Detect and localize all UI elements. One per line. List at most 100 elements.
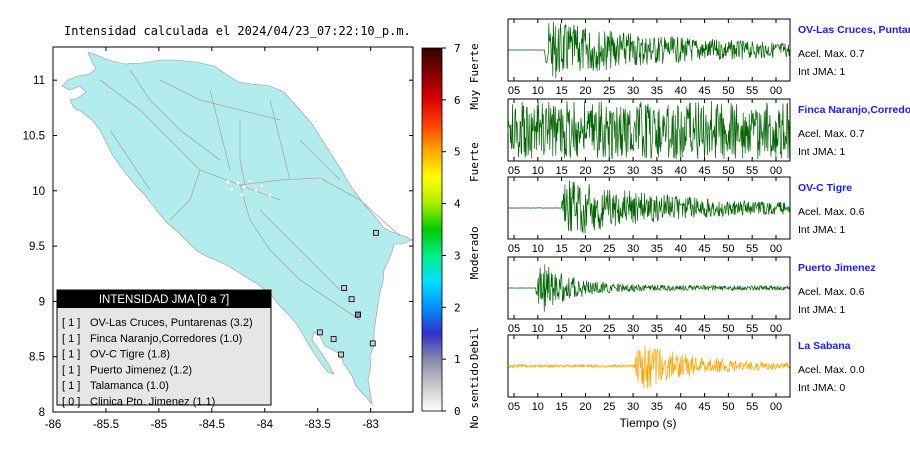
- seismogram-xtick-label: 15: [556, 85, 568, 97]
- seismogram-xtick-label: 35: [651, 165, 663, 177]
- legend-entry-jma: [ 1 ]: [62, 317, 80, 329]
- station-marker: [338, 351, 344, 358]
- seismogram-xtick-label: 45: [698, 243, 710, 255]
- colorbar-tick-label: 2: [454, 301, 461, 314]
- seismogram-xtick-label: 50: [722, 323, 734, 335]
- colorbar-category-label: Moderado: [468, 226, 481, 279]
- legend-entry-jma: [ 0 ]: [62, 396, 80, 408]
- seismogram-xtick-label: 05: [508, 323, 520, 335]
- seismogram-station-name: OV-C Tigre: [798, 182, 852, 194]
- map-ytick-label: 8: [39, 407, 45, 419]
- seismogram-xtick-label: 30: [627, 243, 639, 255]
- seismogram-xtick-label: 50: [722, 243, 734, 255]
- seismogram-xtick-label: 25: [603, 165, 615, 177]
- seismogram-station-name: Puerto Jimenez: [798, 262, 876, 274]
- seismogram-xtick-label: 30: [627, 85, 639, 97]
- colorbar-category-label: Muy Fuerte: [468, 43, 481, 109]
- figure-title: Intensidad calculada el 2024/04/23_07:22…: [64, 24, 411, 38]
- seismogram-xtick-label: 10: [532, 85, 544, 97]
- seismogram-xtick-label: 00: [770, 243, 782, 255]
- station-marker: [369, 340, 376, 347]
- colorbar-tick-label: 5: [454, 146, 461, 159]
- seismogram-xtick-label: 35: [651, 323, 663, 335]
- colorbar-tick-label: 4: [454, 198, 461, 211]
- legend-header: [57, 290, 271, 308]
- seismogram-int-jma: Int JMA: 1: [798, 66, 845, 78]
- colorbar-category-label: No sentido: [468, 362, 481, 428]
- seismogram-xtick-label: 55: [746, 323, 758, 335]
- legend-box: [56, 289, 272, 406]
- seismogram-xtick-label: 45: [698, 165, 710, 177]
- seismogram-xtick-label: 45: [698, 401, 710, 413]
- map-xtick-label: -85.5: [93, 419, 119, 431]
- map-ytick-label: 8.5: [29, 352, 45, 364]
- colorbar-tick-label: 0: [454, 405, 461, 418]
- legend-entry-jma: [ 1 ]: [62, 380, 80, 392]
- legend-entry-text: Clinica Pto. Jimenez (1.1): [90, 396, 215, 408]
- legend-entry-text: OV-C Tigre (1.8): [90, 349, 170, 361]
- seismogram-xtick-label: 10: [532, 401, 544, 413]
- seismogram-xtick-label: 15: [556, 401, 568, 413]
- map-xtick-label: -86: [45, 419, 62, 431]
- seismogram-acel-max: Acel. Max. 0.7: [798, 48, 865, 60]
- legend-entry-text: Talamanca (1.0): [90, 380, 169, 392]
- seismogram-xtick-label: 40: [675, 401, 687, 413]
- colorbar-category-label: Debil: [468, 327, 481, 360]
- seismogram-panel: 05 10 15 20 25 30 35 40 45 50 55 00 OV-C Tigre Acel. …: [507, 176, 865, 255]
- seismogram-panel: 05 10 15 20 25 30 35 40 45 50 55 00 La Sabana Acel. M…: [507, 334, 865, 413]
- seismogram-xtick-label: 35: [651, 401, 663, 413]
- map-xtick-label: -84.5: [199, 419, 225, 431]
- seismogram-xtick-label: 10: [532, 243, 544, 255]
- map-ytick-label: 10: [32, 186, 45, 198]
- map-ytick-label: 11: [33, 75, 45, 87]
- seismogram-panel: 05 10 15 20 25 30 35 40 45 50 55 00 Finca Naranjo,Co…: [507, 98, 910, 177]
- seismogram-xtick-label: 35: [651, 85, 663, 97]
- station-marker: [341, 285, 348, 292]
- legend-entry-text: Finca Naranjo,Corredores (1.0): [90, 333, 242, 345]
- seismogram-acel-max: Acel. Max. 0.7: [798, 128, 865, 140]
- colorbar-ticks: 7 6 5 4 3 2 1 0: [442, 42, 461, 418]
- intensity-colorbar: 7 6 5 4 3 2 1 0 Muy Fuerte Fuerte Moderado Debil No…: [421, 42, 481, 429]
- legend-entry-text: OV-Las Cruces, Puntarenas (3.2): [90, 317, 253, 329]
- seismogram-xtick-label: 30: [627, 165, 639, 177]
- seismogram-xtick-label: 05: [508, 243, 520, 255]
- station-marker: [330, 336, 337, 342]
- legend-entry-jma: [ 1 ]: [62, 364, 80, 376]
- legend-entry-jma: [ 1 ]: [62, 349, 80, 361]
- map-xtick-label: -83.5: [305, 419, 331, 431]
- seismogram-xtick-label: 15: [556, 323, 568, 335]
- seismogram-xtick-label: 40: [675, 165, 687, 177]
- station-marker: [348, 296, 355, 303]
- seismogram-xtick-label: 25: [603, 323, 615, 335]
- seismogram-station-name: La Sabana: [798, 340, 851, 352]
- seismogram-acel-max: Acel. Max. 0.6: [798, 286, 865, 298]
- legend-entries: [ 1 ] OV-Las Cruces, Puntarenas (3.2) [ 1 …: [62, 317, 253, 408]
- seismogram-xtick-label: 05: [508, 165, 520, 177]
- seismogram-xtick-label: 45: [698, 85, 710, 97]
- map-ytick-label: 9: [39, 296, 45, 308]
- seismogram-xtick-label: 55: [746, 165, 758, 177]
- seismogram-xtick-label: 00: [770, 401, 782, 413]
- seismogram-trace: [508, 264, 791, 312]
- seismogram-xtick-label: 15: [556, 243, 568, 255]
- seismogram-trace: [507, 180, 791, 234]
- seismogram-xtick-label: 55: [746, 85, 758, 97]
- seismogram-xtick-label: 20: [579, 85, 591, 97]
- seismogram-trace: [507, 345, 791, 389]
- seismogram-xtick-label: 15: [556, 165, 568, 177]
- seismogram-int-jma: Int JMA: 1: [798, 224, 845, 236]
- colorbar-tick-label: 6: [454, 94, 461, 107]
- map-frame: [52, 46, 414, 413]
- seismogram-xtick-label: 00: [770, 323, 782, 335]
- seismogram-xtick-label: 25: [603, 243, 615, 255]
- seismogram-xtick-label: 05: [508, 401, 520, 413]
- seismogram-xtick-label: 20: [579, 401, 591, 413]
- legend-entry-jma: [ 1 ]: [62, 333, 80, 345]
- seismogram-trace: [507, 100, 791, 160]
- seismogram-int-jma: Int JMA: 1: [798, 146, 845, 158]
- seismogram-xtick-label: 10: [532, 323, 544, 335]
- station-marker-highlighted: [355, 311, 361, 318]
- seismogram-xtick-label: 50: [722, 401, 734, 413]
- seismogram-xtick-label: 55: [746, 243, 758, 255]
